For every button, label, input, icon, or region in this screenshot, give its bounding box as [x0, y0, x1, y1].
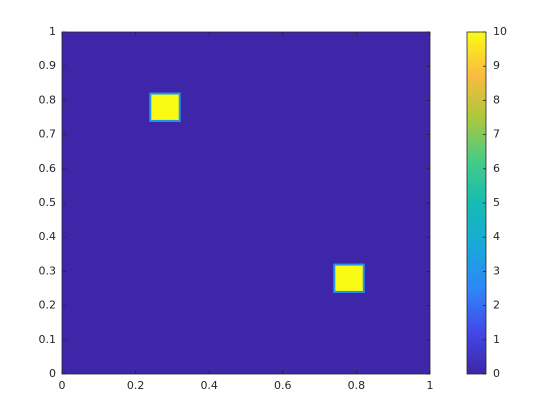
x-tick-label: 0 [59, 379, 66, 392]
y-tick-label: 0.9 [39, 59, 57, 72]
y-tick-label: 1 [49, 25, 56, 38]
colorbar-tick-label: 6 [493, 162, 500, 175]
y-tick-label: 0.3 [39, 264, 57, 277]
x-tick-label: 0.8 [348, 379, 366, 392]
y-tick-label: 0.8 [39, 93, 57, 106]
colorbar-tick-label: 4 [493, 230, 500, 243]
colorbar-tick-label: 2 [493, 299, 500, 312]
y-tick-label: 0.4 [39, 230, 57, 243]
colorbar-tick-label: 5 [493, 196, 500, 209]
x-tick-label: 0.4 [200, 379, 218, 392]
background-field [62, 32, 430, 374]
patch [149, 92, 181, 122]
y-tick-label: 0.5 [39, 196, 57, 209]
y-tick-label: 0.2 [39, 299, 57, 312]
y-tick-label: 0.7 [39, 128, 57, 141]
colorbar-tick-label: 10 [493, 25, 507, 38]
colorbar-tick-label: 1 [493, 333, 500, 346]
x-tick-label: 1 [427, 379, 434, 392]
y-tick-label: 0.1 [39, 333, 57, 346]
x-tick-label: 0.2 [127, 379, 145, 392]
colorbar-tick-label: 0 [493, 367, 500, 380]
colorbar-tick-label: 3 [493, 264, 500, 277]
patch [333, 263, 365, 293]
y-tick-label: 0.6 [39, 162, 57, 175]
colorbar-tick-label: 8 [493, 93, 500, 106]
colorbar-tick-label: 9 [493, 59, 500, 72]
x-tick-label: 0.6 [274, 379, 292, 392]
colorbar-tick-label: 7 [493, 128, 500, 141]
y-tick-label: 0 [49, 367, 56, 380]
